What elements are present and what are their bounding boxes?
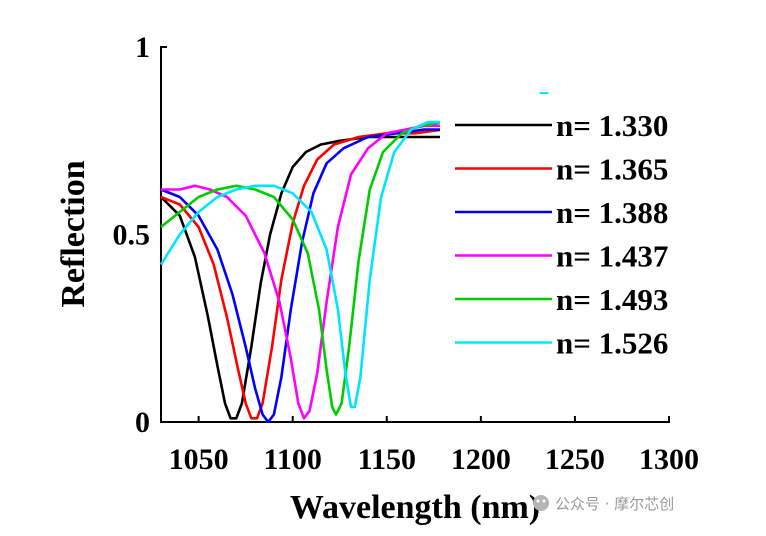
y-tick-label: 1 — [135, 31, 150, 64]
series-line-5 — [160, 120, 444, 416]
x-tick-label: 1300 — [639, 443, 699, 476]
x-axis-label: Wavelength (nm) — [290, 489, 540, 526]
legend-label-5: n= 1.493 — [556, 282, 668, 317]
legend-label-3: n= 1.388 — [556, 195, 668, 230]
y-axis-label: Reflection — [55, 160, 92, 307]
watermark-text: 公众号 · 摩尔芯创 — [555, 495, 674, 513]
y-tick-label: 0 — [135, 406, 150, 439]
series-line-4 — [161, 124, 444, 420]
watermark: 公众号 · 摩尔芯创 — [533, 495, 674, 513]
wechat-icon — [533, 495, 549, 511]
x-tick-label: 1050 — [169, 443, 229, 476]
series-line-2 — [160, 128, 444, 420]
series-lines — [160, 120, 444, 423]
legend-label-2: n= 1.365 — [556, 152, 668, 187]
legend-label-4: n= 1.437 — [556, 239, 668, 274]
x-tick-label: 1200 — [451, 443, 511, 476]
legend: n= 1.330 n= 1.365 n= 1.388 n= 1.437 n= 1.493… — [440, 100, 700, 368]
y-tick-label: 0.5 — [113, 219, 151, 252]
x-tick-label: 1100 — [264, 443, 322, 476]
legend-background — [440, 100, 700, 368]
legend-label-6: n= 1.526 — [556, 326, 668, 361]
x-tick-label: 1250 — [545, 443, 605, 476]
x-tick-label: 1150 — [358, 443, 416, 476]
series-line-1 — [160, 135, 444, 420]
series-line-6 — [160, 120, 444, 409]
series-line-3 — [160, 128, 444, 423]
legend-label-1: n= 1.330 — [556, 108, 668, 143]
axis-ticks: 1050 1100 1150 1200 1250 1300 0 0.5 1 — [113, 31, 700, 476]
